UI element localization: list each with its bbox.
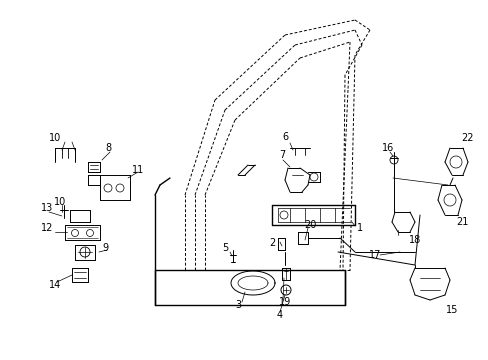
Text: 11: 11 xyxy=(132,165,144,175)
Text: 14: 14 xyxy=(49,280,61,290)
Text: 12: 12 xyxy=(41,223,53,233)
Text: 19: 19 xyxy=(278,297,290,307)
Text: 8: 8 xyxy=(105,143,111,153)
Text: 5: 5 xyxy=(222,243,228,253)
Text: 21: 21 xyxy=(455,217,467,227)
Text: 18: 18 xyxy=(408,235,420,245)
Text: 4: 4 xyxy=(276,310,283,320)
Text: 16: 16 xyxy=(381,143,393,153)
Text: 13: 13 xyxy=(41,203,53,213)
Text: 17: 17 xyxy=(368,250,381,260)
Text: 20: 20 xyxy=(303,220,316,230)
Text: 10: 10 xyxy=(54,197,66,207)
Text: 6: 6 xyxy=(282,132,287,142)
Text: 10: 10 xyxy=(49,133,61,143)
Text: 9: 9 xyxy=(102,243,108,253)
Text: 3: 3 xyxy=(234,300,241,310)
Text: 2: 2 xyxy=(268,238,275,248)
Text: 22: 22 xyxy=(461,133,473,143)
Text: 1: 1 xyxy=(356,223,362,233)
Text: 15: 15 xyxy=(445,305,457,315)
Text: 7: 7 xyxy=(278,150,285,160)
